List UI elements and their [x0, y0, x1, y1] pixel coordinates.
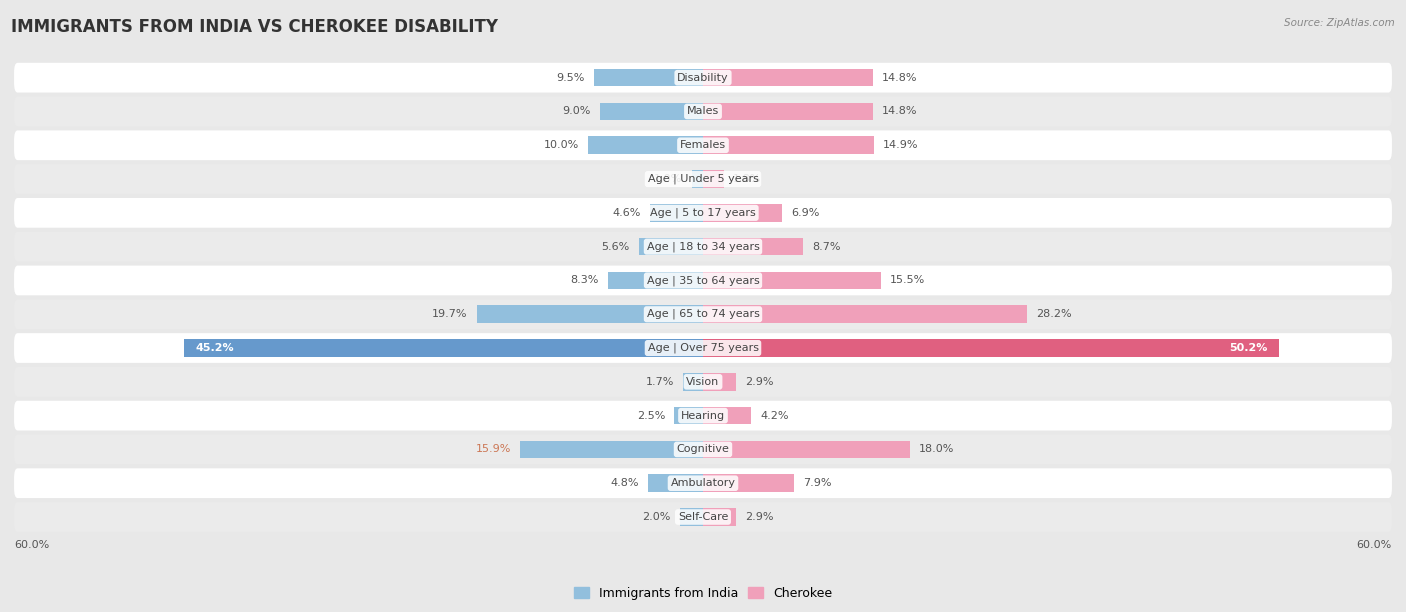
Bar: [692, 170, 703, 188]
Text: 1.8%: 1.8%: [733, 174, 761, 184]
Text: Source: ZipAtlas.com: Source: ZipAtlas.com: [1284, 18, 1395, 28]
Text: 7.9%: 7.9%: [803, 478, 831, 488]
FancyBboxPatch shape: [14, 502, 1392, 532]
Text: Ambulatory: Ambulatory: [671, 478, 735, 488]
Text: 4.6%: 4.6%: [613, 208, 641, 218]
Bar: [703, 136, 875, 154]
Text: Cognitive: Cognitive: [676, 444, 730, 455]
FancyBboxPatch shape: [14, 435, 1392, 465]
FancyBboxPatch shape: [14, 232, 1392, 261]
Text: 19.7%: 19.7%: [432, 309, 468, 319]
Text: IMMIGRANTS FROM INDIA VS CHEROKEE DISABILITY: IMMIGRANTS FROM INDIA VS CHEROKEE DISABI…: [11, 18, 498, 36]
Text: 2.0%: 2.0%: [643, 512, 671, 522]
Text: 8.3%: 8.3%: [571, 275, 599, 285]
FancyBboxPatch shape: [14, 266, 1392, 296]
Text: 2.5%: 2.5%: [637, 411, 665, 420]
Bar: [703, 407, 751, 424]
Text: 4.8%: 4.8%: [610, 478, 638, 488]
Bar: [648, 474, 703, 492]
Text: 2.9%: 2.9%: [745, 377, 773, 387]
Bar: [703, 103, 873, 121]
Text: 9.0%: 9.0%: [562, 106, 591, 116]
FancyBboxPatch shape: [14, 367, 1392, 397]
Bar: [477, 305, 703, 323]
Text: Disability: Disability: [678, 73, 728, 83]
FancyBboxPatch shape: [14, 468, 1392, 498]
Text: Age | 5 to 17 years: Age | 5 to 17 years: [650, 207, 756, 218]
FancyBboxPatch shape: [14, 401, 1392, 430]
Text: 14.8%: 14.8%: [882, 106, 918, 116]
Text: 5.6%: 5.6%: [602, 242, 630, 252]
Text: 14.9%: 14.9%: [883, 140, 918, 151]
Text: 2.9%: 2.9%: [745, 512, 773, 522]
Text: Self-Care: Self-Care: [678, 512, 728, 522]
Text: Hearing: Hearing: [681, 411, 725, 420]
Bar: [703, 272, 882, 289]
Text: 4.2%: 4.2%: [761, 411, 789, 420]
Bar: [703, 238, 803, 255]
Bar: [703, 204, 782, 222]
Bar: [184, 339, 703, 357]
Text: 14.8%: 14.8%: [882, 73, 918, 83]
Bar: [703, 305, 1026, 323]
FancyBboxPatch shape: [14, 333, 1392, 363]
Text: 50.2%: 50.2%: [1230, 343, 1268, 353]
FancyBboxPatch shape: [14, 63, 1392, 92]
Text: Females: Females: [681, 140, 725, 151]
Bar: [520, 441, 703, 458]
Bar: [638, 238, 703, 255]
Legend: Immigrants from India, Cherokee: Immigrants from India, Cherokee: [569, 582, 837, 605]
Bar: [588, 136, 703, 154]
Bar: [703, 474, 794, 492]
Bar: [703, 339, 1279, 357]
Bar: [599, 103, 703, 121]
FancyBboxPatch shape: [14, 97, 1392, 126]
Text: 10.0%: 10.0%: [544, 140, 579, 151]
Text: Males: Males: [688, 106, 718, 116]
Text: Vision: Vision: [686, 377, 720, 387]
Text: 28.2%: 28.2%: [1036, 309, 1071, 319]
Text: 60.0%: 60.0%: [1357, 540, 1392, 550]
Text: 18.0%: 18.0%: [920, 444, 955, 455]
FancyBboxPatch shape: [14, 164, 1392, 194]
Text: Age | Under 5 years: Age | Under 5 years: [648, 174, 758, 184]
Bar: [650, 204, 703, 222]
Bar: [703, 170, 724, 188]
Text: Age | 65 to 74 years: Age | 65 to 74 years: [647, 309, 759, 319]
FancyBboxPatch shape: [14, 299, 1392, 329]
Bar: [703, 441, 910, 458]
Bar: [683, 373, 703, 390]
Text: 1.0%: 1.0%: [654, 174, 682, 184]
Text: 9.5%: 9.5%: [557, 73, 585, 83]
Bar: [607, 272, 703, 289]
Text: 8.7%: 8.7%: [813, 242, 841, 252]
FancyBboxPatch shape: [14, 198, 1392, 228]
Bar: [703, 373, 737, 390]
Bar: [703, 69, 873, 86]
Text: 15.5%: 15.5%: [890, 275, 925, 285]
Bar: [681, 508, 703, 526]
Text: 1.7%: 1.7%: [645, 377, 675, 387]
Text: Age | Over 75 years: Age | Over 75 years: [648, 343, 758, 353]
Bar: [593, 69, 703, 86]
Text: 60.0%: 60.0%: [14, 540, 49, 550]
Bar: [675, 407, 703, 424]
Text: 15.9%: 15.9%: [475, 444, 512, 455]
Text: Age | 35 to 64 years: Age | 35 to 64 years: [647, 275, 759, 286]
Bar: [703, 508, 737, 526]
FancyBboxPatch shape: [14, 130, 1392, 160]
Text: 6.9%: 6.9%: [792, 208, 820, 218]
Text: Age | 18 to 34 years: Age | 18 to 34 years: [647, 241, 759, 252]
Text: 45.2%: 45.2%: [195, 343, 235, 353]
